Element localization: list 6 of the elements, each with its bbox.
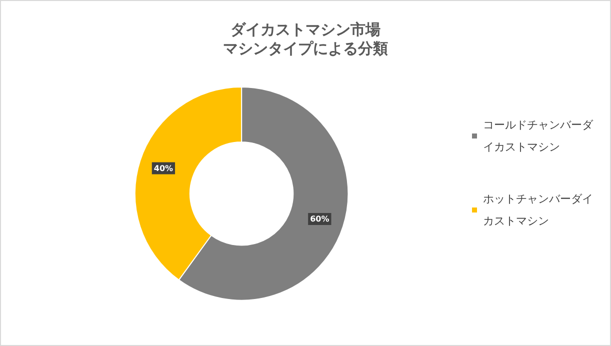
- chart-subtitle: マシンタイプによる分類: [223, 40, 388, 58]
- legend-label: ホットチャンバーダイカストマシン: [483, 192, 593, 228]
- data-label: 40%: [154, 164, 174, 173]
- data-label: 60%: [310, 214, 330, 224]
- chart-title: ダイカストマシン市場: [230, 20, 380, 38]
- legend-label: コールドチャンバーダイカストマシン: [483, 118, 594, 154]
